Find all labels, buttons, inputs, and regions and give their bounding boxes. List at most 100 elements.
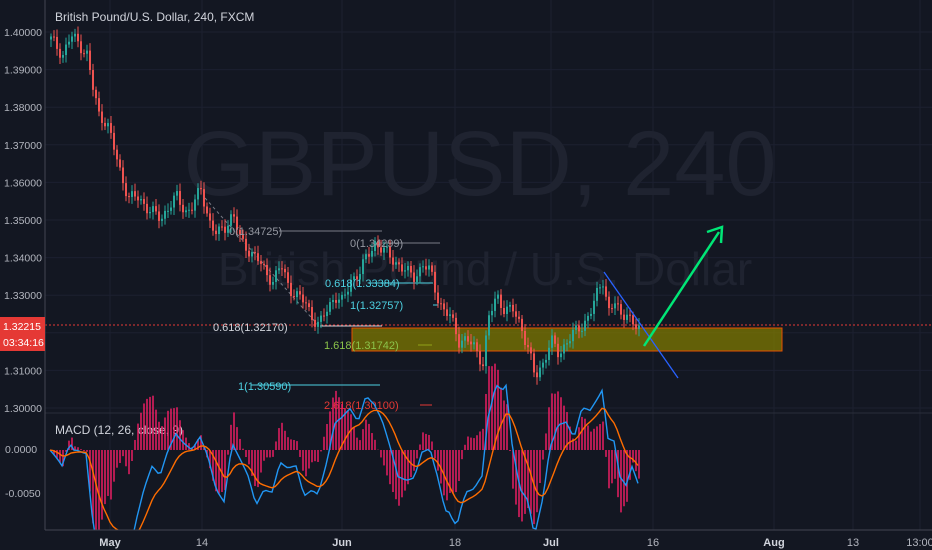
candle-body: [374, 241, 376, 251]
macd-histogram: [53, 363, 640, 538]
bullish-arrow[interactable]: [642, 225, 724, 347]
candle-body: [596, 287, 598, 301]
candle-body: [389, 246, 391, 258]
candle-body: [92, 70, 94, 90]
candle-body: [242, 234, 244, 239]
candle-body: [332, 300, 334, 303]
time-tick-label: 14: [196, 537, 208, 549]
candle-body: [233, 214, 235, 217]
time-tick-label: Jun: [332, 537, 352, 549]
candle-body: [473, 342, 475, 345]
candle-body: [380, 247, 382, 253]
fib-label-1-a: 1(1.30590): [238, 381, 291, 393]
candle-body: [482, 364, 484, 367]
candle-body: [404, 270, 406, 272]
candle-body: [239, 229, 241, 235]
candle-body: [227, 225, 229, 233]
candle-body: [479, 351, 481, 365]
candle-body: [257, 253, 259, 262]
candle-body: [410, 265, 412, 273]
price-tick-label: 1.40000: [4, 27, 42, 39]
candle-body: [89, 50, 91, 71]
macd-line: [49, 383, 639, 550]
time-tick-label: May: [99, 537, 121, 549]
candlestick-series[interactable]: [50, 26, 640, 385]
candle-body: [335, 300, 337, 303]
candle-body: [272, 281, 274, 285]
candle-body: [155, 206, 157, 212]
candle-body: [425, 266, 427, 270]
candle-body: [230, 214, 232, 226]
candle-body: [104, 122, 106, 127]
candle-body: [575, 325, 577, 330]
candle-body: [290, 282, 292, 297]
candle-body: [515, 311, 517, 317]
candle-body: [164, 210, 166, 219]
candle-body: [347, 291, 349, 295]
candle-body: [509, 304, 511, 307]
descending-trendline[interactable]: [603, 271, 679, 379]
candle-body: [401, 264, 403, 272]
fib-label-1-b: 1(1.32757): [350, 300, 403, 312]
candle-body: [179, 191, 181, 205]
candle-body: [407, 265, 409, 271]
candle-body: [128, 196, 130, 198]
candle-body: [302, 294, 304, 303]
candle-body: [53, 36, 55, 38]
time-axis[interactable]: [45, 530, 932, 550]
candle-body: [488, 315, 490, 336]
candle-body: [506, 306, 508, 314]
candle-body: [269, 275, 271, 285]
candle-body: [281, 268, 283, 270]
candle-body: [362, 259, 364, 275]
candle-body: [491, 310, 493, 316]
candle-body: [413, 272, 415, 282]
candle-body: [167, 210, 169, 212]
candle-body: [377, 241, 379, 248]
candle-body: [323, 315, 325, 317]
price-tick-label: 1.36000: [4, 177, 42, 189]
macd-tick-zero: 0.0000: [5, 444, 37, 456]
candle-body: [545, 359, 547, 363]
price-tick-label: 1.33000: [4, 290, 42, 302]
price-axis[interactable]: [0, 0, 45, 530]
candle-body: [212, 220, 214, 231]
candle-body: [584, 320, 586, 331]
candle-body: [503, 308, 505, 314]
candle-body: [458, 334, 460, 348]
candle-body: [245, 238, 247, 251]
price-tick-label: 1.34000: [4, 253, 42, 265]
candle-body: [278, 268, 280, 271]
candle-body: [188, 209, 190, 211]
candle-body: [533, 353, 535, 373]
candle-body: [626, 314, 628, 320]
candle-body: [551, 335, 553, 348]
countdown-timer: 03:34:16: [3, 337, 44, 349]
candle-body: [416, 276, 418, 282]
candle-body: [428, 265, 430, 270]
candle-body: [440, 303, 442, 305]
macd-label[interactable]: MACD (12, 26, close, 9): [55, 423, 183, 437]
candle-body: [521, 318, 523, 331]
candle-body: [590, 313, 592, 316]
time-tick-label: 13:00: [906, 537, 932, 549]
price-tick-label: 1.35000: [4, 215, 42, 227]
symbol-title[interactable]: British Pound/U.S. Dollar, 240, FXCM: [55, 10, 254, 24]
candle-body: [569, 341, 571, 344]
candle-body: [152, 206, 154, 213]
candle-body: [62, 55, 64, 58]
candle-body: [221, 226, 223, 228]
candle-body: [224, 226, 226, 233]
candle-body: [305, 302, 307, 304]
candle-body: [470, 341, 472, 345]
candle-body: [371, 250, 373, 257]
candle-body: [599, 287, 601, 289]
candle-body: [185, 210, 187, 213]
candle-body: [356, 276, 358, 280]
time-tick-label: Aug: [763, 537, 784, 549]
candle-body: [170, 207, 172, 211]
candle-body: [500, 294, 502, 309]
candle-body: [434, 271, 436, 293]
candle-body: [95, 89, 97, 99]
